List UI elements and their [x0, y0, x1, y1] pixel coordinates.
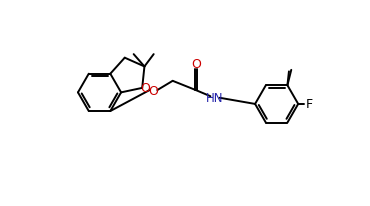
- Text: O: O: [191, 57, 201, 70]
- Text: F: F: [305, 98, 313, 111]
- Text: HN: HN: [206, 92, 224, 105]
- Text: O: O: [148, 84, 158, 97]
- Text: O: O: [140, 81, 150, 94]
